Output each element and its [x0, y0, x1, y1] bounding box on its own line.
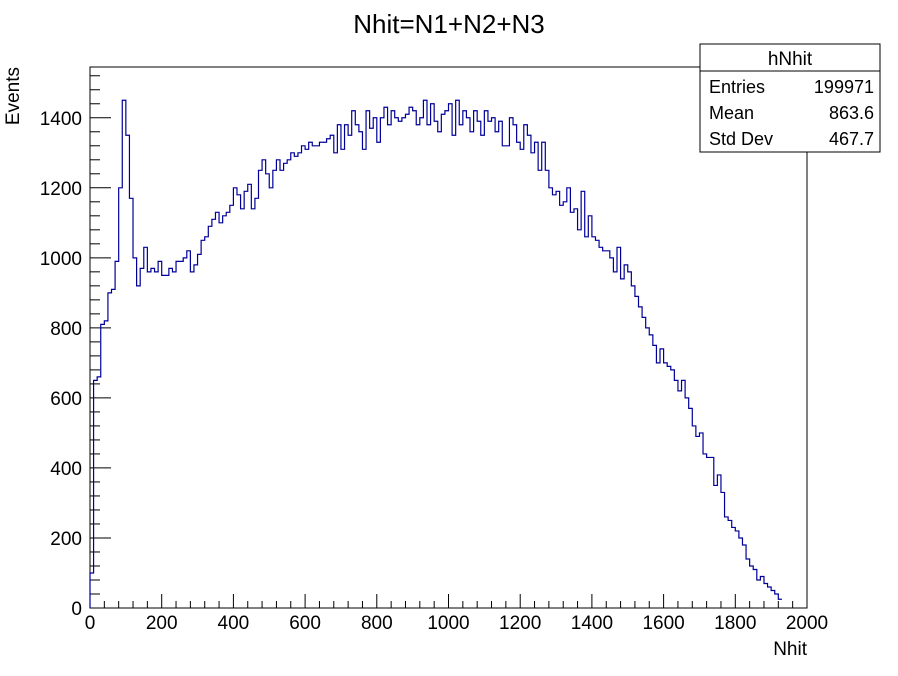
chart-title: Nhit=N1+N2+N3: [353, 9, 545, 39]
y-tick-label: 400: [50, 459, 82, 480]
x-tick-label: 1600: [642, 613, 684, 634]
y-axis-title: Events: [3, 67, 24, 125]
stats-box-title: hNhit: [768, 49, 813, 70]
x-tick-label: 1400: [571, 613, 613, 634]
x-tick-label: 1200: [499, 613, 541, 634]
x-tick-label: 1800: [714, 613, 756, 634]
stats-box: hNhit Entries 199971 Mean 863.6 Std Dev …: [699, 43, 881, 153]
y-tick-label: 200: [50, 529, 82, 550]
histogram-series-line: [89, 99, 782, 608]
stats-mean-label: Mean: [709, 103, 754, 123]
x-tick-label: 2000: [786, 613, 828, 634]
stats-box-frame: [699, 43, 881, 153]
y-tick-label: 0: [71, 599, 82, 620]
x-axis-title: Nhit: [773, 639, 808, 660]
x-axis-tick-labels: 0 200 400 600 800 1000 1200 1400 1600 1800 2000: [85, 613, 828, 634]
y-tick-label: 600: [50, 389, 82, 410]
x-tick-label: 800: [361, 613, 393, 634]
stats-entries-value: 199971: [814, 77, 874, 97]
y-axis-tick-labels: 0 200 400 600 800 1000 1200 1400: [40, 109, 82, 620]
x-tick-label: 400: [218, 613, 250, 634]
y-tick-label: 1000: [40, 249, 82, 270]
y-tick-label: 1400: [40, 109, 82, 130]
y-axis-ticks: [90, 75, 111, 609]
stats-stddev-label: Std Dev: [709, 129, 773, 149]
y-tick-label: 800: [50, 319, 82, 340]
stats-mean-value: 863.6: [829, 103, 874, 123]
stats-stddev-value: 467.7: [829, 129, 874, 149]
x-tick-label: 0: [85, 613, 96, 634]
y-tick-label: 1200: [40, 179, 82, 200]
x-tick-label: 1000: [427, 613, 469, 634]
x-tick-label: 200: [146, 613, 178, 634]
x-tick-label: 600: [289, 613, 321, 634]
stats-entries-label: Entries: [709, 77, 765, 97]
